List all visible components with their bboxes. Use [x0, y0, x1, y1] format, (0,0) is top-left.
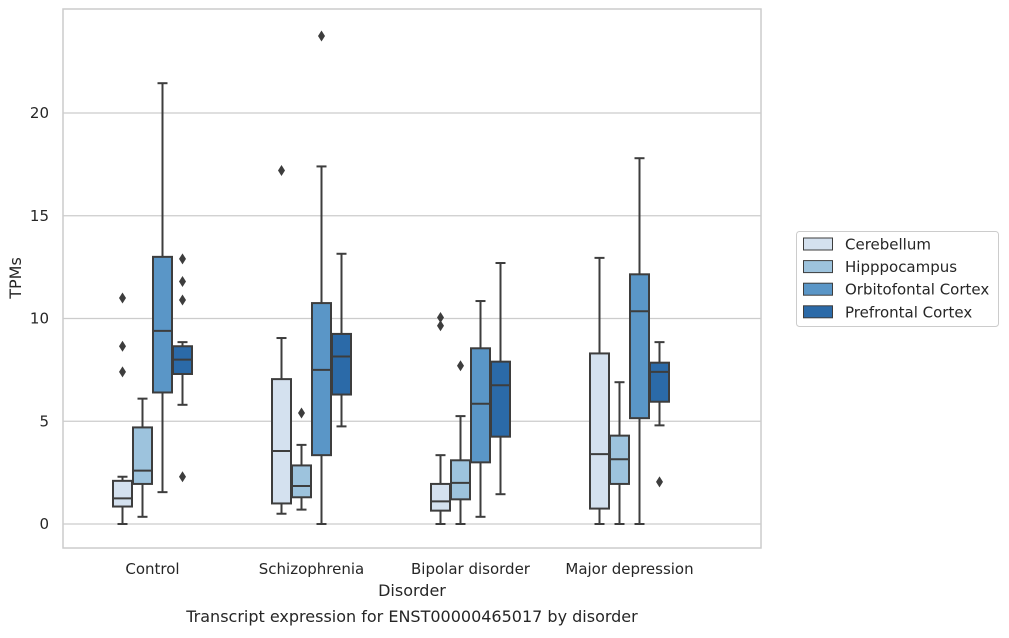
box-body: [450, 459, 471, 501]
legend-label: Orbitofontal Cortex: [845, 281, 989, 299]
outlier-point: [119, 292, 126, 304]
box-body: [470, 347, 491, 464]
box-orbitofontal-cortex: [311, 30, 332, 525]
box-body: [629, 273, 650, 420]
box-layer: [112, 30, 670, 525]
box-prefrontal-cortex: [490, 262, 511, 496]
box-body: [132, 426, 153, 485]
box-hipppocampus: [450, 360, 471, 525]
outlier-point: [179, 294, 186, 306]
box-body: [490, 360, 511, 438]
box-cerebellum: [112, 292, 133, 525]
legend-frame: [796, 231, 999, 327]
box-body: [112, 479, 133, 508]
x-tick-label: Major depression: [565, 560, 693, 578]
outlier-point: [119, 340, 126, 352]
box-body: [152, 255, 173, 394]
box-hipppocampus: [609, 381, 630, 525]
legend-swatch: [803, 282, 833, 296]
outlier-point: [179, 253, 186, 265]
outlier-point: [318, 30, 325, 42]
outlier-point: [656, 476, 663, 488]
legend-swatch: [803, 305, 833, 319]
legend-label: Prefrontal Cortex: [845, 303, 972, 321]
outlier-point: [119, 366, 126, 378]
y-tick-label: 15: [30, 207, 49, 225]
x-tick-label: Bipolar disorder: [411, 560, 531, 578]
legend-label: Cerebellum: [845, 236, 931, 254]
legend-swatch: [803, 237, 833, 251]
box-prefrontal-cortex: [331, 252, 352, 428]
legend-label: Hipppocampus: [845, 258, 957, 276]
outlier-point: [298, 407, 305, 419]
box-cerebellum: [430, 311, 451, 525]
outlier-point: [179, 276, 186, 288]
box-body: [589, 352, 610, 510]
box-hipppocampus: [291, 407, 312, 511]
chart-caption: Transcript expression for ENST0000046501…: [185, 607, 638, 626]
x-tick-label: Control: [125, 560, 179, 578]
box-body: [271, 378, 292, 505]
y-tick-label: 5: [39, 412, 49, 430]
legend: Cerebellum Hipppocampus Orbitofontal Corte…: [796, 231, 999, 327]
outlier-point: [179, 471, 186, 483]
box-cerebellum: [271, 165, 292, 515]
plot-area-frame: [62, 8, 762, 549]
box-prefrontal-cortex: [172, 253, 193, 483]
box-prefrontal-cortex: [649, 341, 670, 488]
box-body: [331, 332, 352, 396]
x-tick-label: Schizophrenia: [259, 560, 364, 578]
box-body: [649, 361, 670, 403]
box-orbitofontal-cortex: [470, 300, 491, 518]
outlier-point: [457, 360, 464, 372]
y-tick-label: 0: [39, 515, 49, 533]
box-body: [430, 482, 451, 512]
legend-swatch: [803, 260, 833, 274]
outlier-point: [437, 320, 444, 332]
box-orbitofontal-cortex: [629, 157, 650, 525]
outlier-point: [278, 165, 285, 177]
box-cerebellum: [589, 256, 610, 525]
y-tick-label: 10: [30, 310, 49, 328]
outlier-point: [437, 311, 444, 323]
box-body: [291, 464, 312, 499]
y-axis-label: TPMs: [6, 257, 25, 300]
box-orbitofontal-cortex: [152, 82, 173, 494]
box-hipppocampus: [132, 397, 153, 518]
box-body: [311, 302, 332, 457]
tick-labels: 0 5 10 15 20 Control Schizophrenia Bipolar diso…: [30, 104, 694, 578]
x-axis-label: Disorder: [378, 581, 446, 600]
y-tick-label: 20: [30, 104, 49, 122]
